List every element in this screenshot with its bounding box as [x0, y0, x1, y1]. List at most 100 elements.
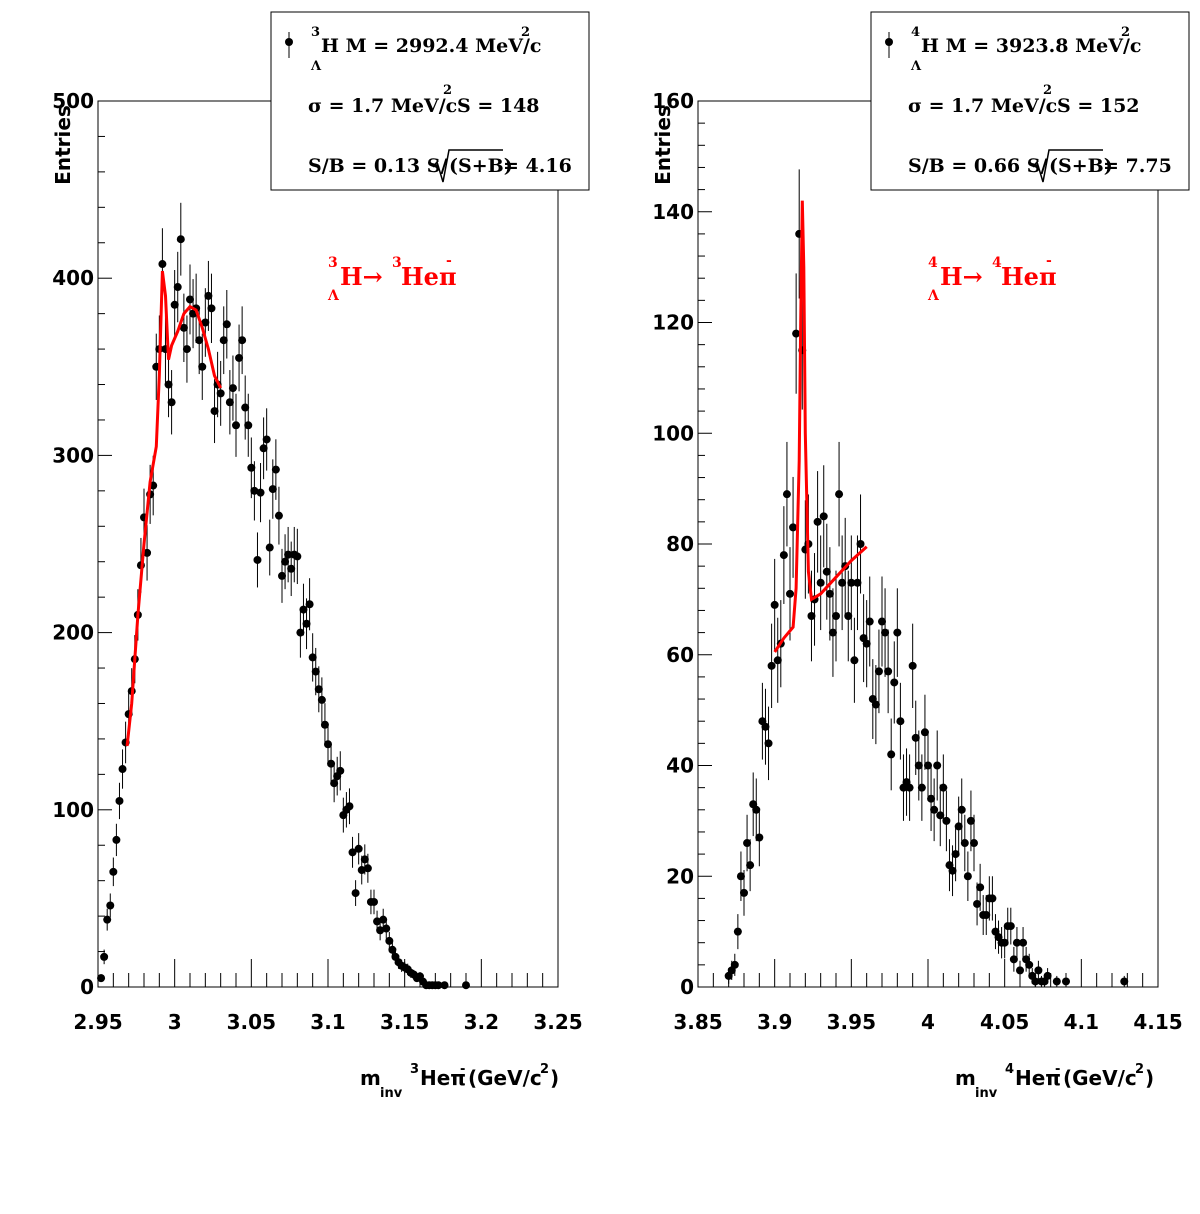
data-point — [927, 794, 936, 803]
data-point — [164, 380, 173, 389]
data-point — [893, 628, 902, 637]
data-point — [730, 960, 739, 969]
data-point — [914, 761, 923, 770]
stats-line1-sup: 3 — [311, 25, 320, 40]
x-axis-label-sup: - — [460, 1062, 465, 1077]
data-point — [1120, 977, 1129, 986]
data-point — [773, 656, 782, 665]
data-point — [201, 318, 210, 327]
stats-box — [870, 11, 1190, 191]
data-point — [256, 488, 265, 497]
fit-curve — [125, 270, 223, 747]
y-tick-label: 100 — [652, 421, 694, 445]
data-point — [838, 578, 847, 587]
data-point — [942, 816, 951, 825]
x-axis-label-units-sup: 2 — [1135, 1062, 1144, 1077]
data-point — [844, 611, 853, 620]
data-point — [1043, 971, 1052, 980]
data-point — [1034, 966, 1043, 975]
stats-line2-sup: 2 — [443, 83, 452, 98]
data-point — [271, 465, 280, 474]
stats-line2: σ = 1.7 MeV/c — [908, 95, 1057, 117]
data-point — [770, 600, 779, 609]
y-axis-label: Entries — [51, 105, 75, 185]
plot-frame — [97, 100, 559, 988]
data-point — [259, 444, 268, 453]
data-point — [244, 421, 253, 430]
data-point — [1025, 960, 1034, 969]
stats-line2: σ = 1.7 MeV/c — [308, 95, 457, 117]
data-point — [296, 628, 305, 637]
data-point — [960, 839, 969, 848]
data-point — [186, 295, 194, 304]
data-point — [376, 926, 385, 935]
y-tick-label: 20 — [666, 864, 694, 888]
data-point — [241, 403, 250, 412]
data-point — [924, 761, 932, 770]
data-point — [1000, 938, 1009, 947]
data-point — [764, 739, 773, 748]
data-point — [896, 717, 905, 726]
decay-annotation-sub: Λ — [927, 288, 940, 304]
data-point — [786, 589, 794, 598]
data-point — [311, 667, 320, 676]
data-point — [1052, 977, 1061, 986]
data-point — [336, 766, 345, 775]
data-point — [835, 490, 844, 499]
data-point — [281, 557, 290, 566]
y-tick-label: 0 — [80, 975, 94, 999]
y-tick-label: 80 — [666, 532, 694, 556]
x-axis-label-particle: Heπ — [420, 1066, 466, 1090]
stats-line1-sub: Λ — [910, 59, 922, 74]
data-point — [370, 897, 378, 906]
data-point — [284, 550, 293, 559]
x-axis-label-m: m — [955, 1066, 976, 1090]
y-axis-label: Entries — [651, 105, 675, 185]
data-point — [862, 639, 871, 648]
data-point — [865, 617, 874, 626]
data-point — [966, 816, 975, 825]
x-axis-label-m: m — [360, 1066, 381, 1090]
stats-line3-end: = 4.16 — [503, 155, 572, 177]
data-point — [954, 822, 963, 831]
data-point — [100, 952, 109, 961]
y-tick-label: 400 — [52, 266, 94, 290]
y-tick-label: 120 — [652, 311, 694, 335]
sqrt-sign — [432, 149, 503, 183]
data-point — [908, 661, 917, 670]
sqrt-sign — [1032, 149, 1103, 183]
legend-marker — [885, 38, 893, 46]
data-point — [884, 667, 893, 676]
data-point — [158, 260, 167, 269]
chart-panel-2: 3.85 3.9 3.95 4 4.05 4.1 4.15 0 20 40 60 80 100 120 14… — [651, 11, 1190, 1101]
stats-line2-s: S = 148 — [457, 95, 540, 117]
data-point — [238, 336, 247, 345]
x-axis-label-sub: inv — [975, 1086, 998, 1101]
data-point — [118, 765, 127, 774]
data-point — [1062, 977, 1070, 986]
x-axis-label-sup: - — [1055, 1062, 1060, 1077]
stats-line2-s: S = 152 — [1057, 95, 1140, 117]
x-axis-label-sup: 3 — [410, 1062, 419, 1077]
data-point — [911, 733, 920, 742]
x-axis-label-sub: inv — [380, 1086, 403, 1101]
y-tick-label: 40 — [666, 754, 694, 778]
data-point — [761, 722, 770, 731]
x-tick-label: 4.05 — [980, 1010, 1029, 1034]
data-point — [963, 872, 972, 881]
decay-annotation-product: Heπ — [401, 262, 457, 291]
plot-frame — [697, 100, 1159, 988]
stats-line3: S/B = 0.66 S/ — [908, 155, 1047, 177]
data-point — [789, 523, 798, 532]
x-axis-label-sup: 4 — [1005, 1062, 1014, 1077]
data-point — [170, 300, 179, 309]
data-point — [167, 398, 176, 407]
data-point — [779, 551, 788, 560]
x-axis-label-units: ) — [1145, 1066, 1154, 1090]
data-point — [382, 924, 391, 933]
data-point — [874, 667, 883, 676]
data-point — [752, 805, 761, 814]
y-tick-label: 300 — [52, 443, 94, 467]
data-point — [351, 889, 360, 898]
data-point — [314, 685, 323, 694]
